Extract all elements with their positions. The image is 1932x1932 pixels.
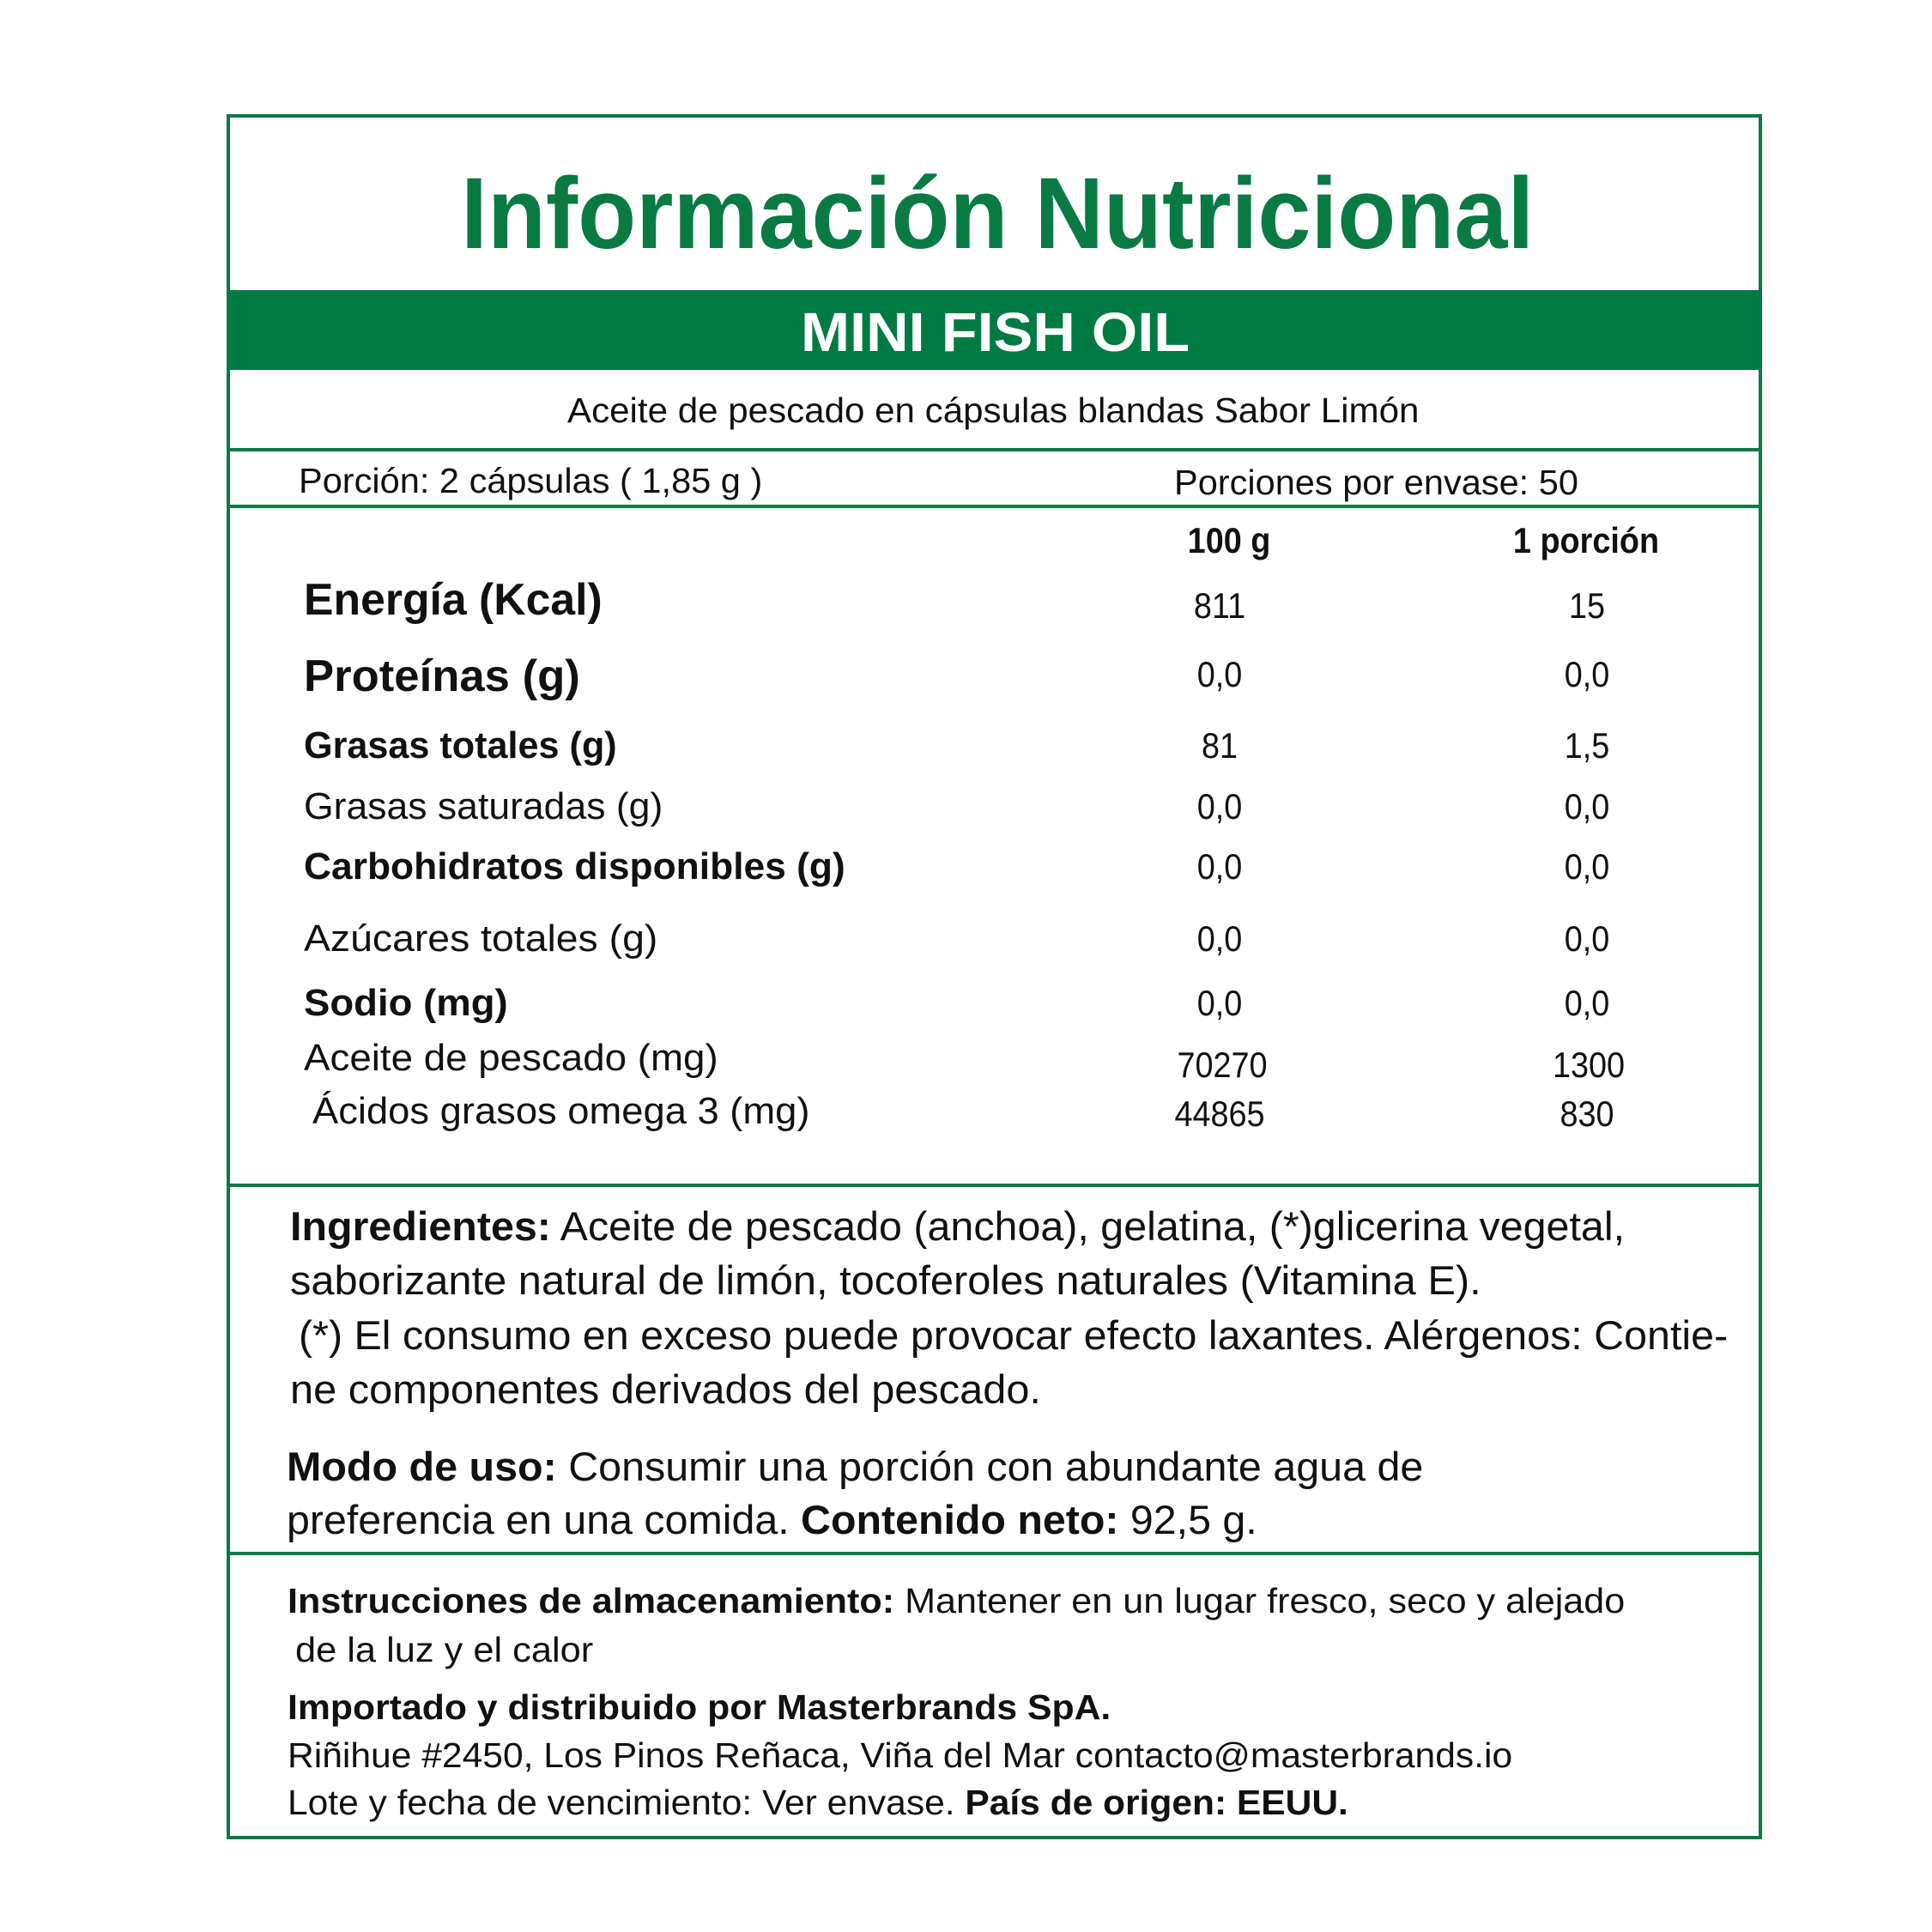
column-header-serving: 1 porción <box>1512 520 1660 560</box>
value-100g: 0,0 <box>1196 983 1243 1023</box>
storage-text: Mantener en un lugar fresco, seco y alej… <box>894 1581 1626 1620</box>
label-frame <box>227 114 1762 1839</box>
importer-address: Riñihue #2450, Los Pinos Reñaca, Viña de… <box>288 1735 1513 1775</box>
row-label: Sodio (mg) <box>304 982 508 1024</box>
row-label: Ácidos grasos omega 3 (mg) <box>312 1090 810 1132</box>
row-label: Proteínas (g) <box>304 651 580 701</box>
usage-line: Modo de uso: Consumir una porción con ab… <box>287 1446 1423 1487</box>
row-label: Aceite de pescado (mg) <box>304 1037 718 1079</box>
value-100g: 0,0 <box>1196 846 1243 887</box>
ingredients-line: ne componentes derivados del pescado. <box>290 1366 1041 1412</box>
usage-text: preferencia en una comida. <box>287 1497 802 1542</box>
importer-heading: Importado y distribuido por Masterbrands… <box>288 1687 1111 1727</box>
value-100g: 0,0 <box>1196 786 1243 827</box>
ingredients-line: (*) El consumo en exceso puede provocar … <box>299 1312 1729 1358</box>
ingredients-line: Ingredientes: Aceite de pescado (anchoa)… <box>290 1206 1625 1246</box>
storage-line: de la luz y el calor <box>295 1630 594 1669</box>
page-title: Información Nutricional <box>461 157 1535 270</box>
servings-per-container: Porciones por envase: 50 <box>1174 463 1578 502</box>
usage-text: Consumir una porción con abundante agua … <box>556 1444 1424 1489</box>
ingredients-heading: Ingredientes: <box>290 1203 551 1249</box>
value-100g: 0,0 <box>1196 918 1243 959</box>
divider <box>227 1184 1762 1187</box>
value-serving: 0,0 <box>1564 786 1610 827</box>
divider <box>227 1552 1762 1555</box>
row-label: Grasas saturadas (g) <box>304 785 663 827</box>
value-serving: 15 <box>1568 585 1606 626</box>
storage-line: Instrucciones de almacenamiento: Mantene… <box>288 1584 1625 1619</box>
value-serving: 0,0 <box>1564 918 1610 959</box>
column-header-100g: 100 g <box>1187 520 1271 560</box>
row-label: Azúcares totales (g) <box>304 918 658 960</box>
row-label: Energía (Kcal) <box>304 575 603 625</box>
row-label: Carbohidratos disponibles (g) <box>304 845 845 887</box>
lot-origin-line: Lote y fecha de vencimiento: Ver envase.… <box>288 1785 1348 1820</box>
value-serving: 1,5 <box>1564 725 1610 766</box>
value-serving: 830 <box>1560 1093 1614 1134</box>
divider <box>227 448 1762 451</box>
ingredients-line: saborizante natural de limón, tocoferole… <box>290 1257 1481 1303</box>
usage-line: preferencia en una comida. Contenido net… <box>287 1499 1257 1540</box>
value-100g: 0,0 <box>1196 654 1243 694</box>
product-subtitle: Aceite de pescado en cápsulas blandas Sa… <box>567 391 1420 430</box>
usage-heading: Modo de uso: <box>287 1444 557 1489</box>
value-serving: 0,0 <box>1564 846 1610 887</box>
value-100g: 70270 <box>1177 1045 1268 1085</box>
value-serving: 1300 <box>1552 1045 1626 1085</box>
origin-text: País de origen: EEUU. <box>965 1783 1348 1822</box>
value-100g: 44865 <box>1174 1093 1265 1134</box>
product-name: MINI FISH OIL <box>801 301 1190 363</box>
net-content-value: 92,5 g. <box>1118 1497 1257 1542</box>
divider <box>227 505 1762 508</box>
value-serving: 0,0 <box>1564 983 1610 1023</box>
value-100g: 811 <box>1193 585 1246 626</box>
value-100g: 81 <box>1201 725 1239 766</box>
value-serving: 0,0 <box>1564 654 1610 694</box>
ingredients-text: Aceite de pescado (anchoa), gelatina, (*… <box>550 1203 1626 1249</box>
net-content-heading: Contenido neto: <box>801 1497 1119 1542</box>
product-band <box>227 290 1762 370</box>
lot-text: Lote y fecha de vencimiento: Ver envase. <box>288 1783 966 1822</box>
storage-heading: Instrucciones de almacenamiento: <box>288 1581 895 1620</box>
serving-size: Porción: 2 cápsulas ( 1,85 g ) <box>299 461 763 500</box>
row-label: Grasas totales (g) <box>304 724 617 766</box>
